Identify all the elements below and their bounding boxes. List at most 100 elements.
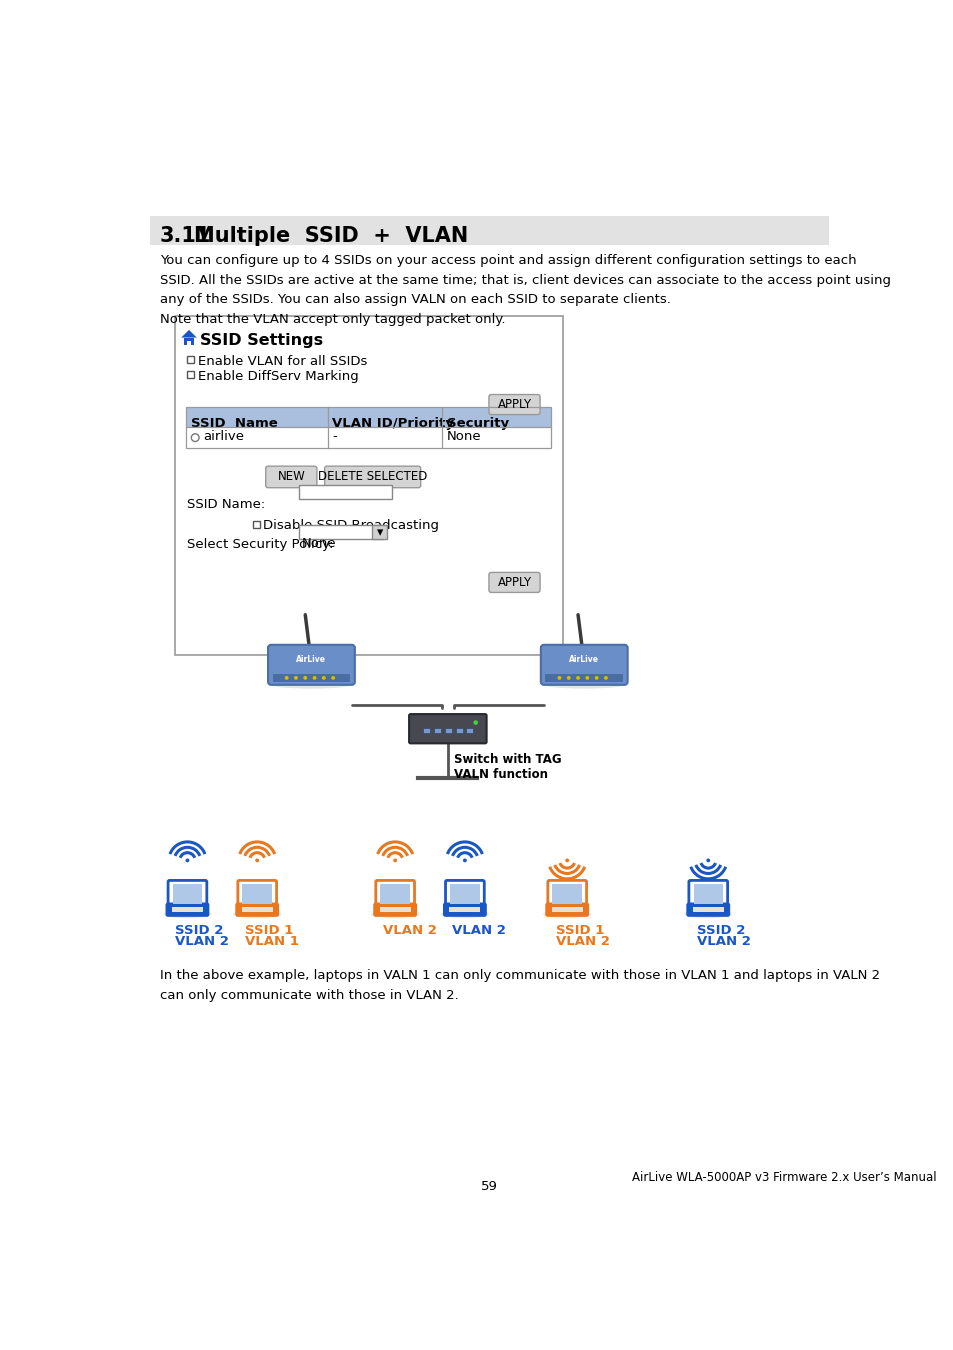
Text: -: - bbox=[332, 429, 336, 443]
FancyBboxPatch shape bbox=[236, 904, 277, 915]
Circle shape bbox=[192, 433, 199, 441]
Text: VLAN ID/Priority: VLAN ID/Priority bbox=[332, 417, 454, 429]
Text: Enable DiffServ Marking: Enable DiffServ Marking bbox=[198, 370, 358, 383]
Circle shape bbox=[185, 859, 190, 863]
Circle shape bbox=[313, 676, 316, 680]
Circle shape bbox=[585, 676, 589, 680]
FancyBboxPatch shape bbox=[168, 880, 207, 909]
Text: AirLive: AirLive bbox=[296, 655, 326, 664]
Circle shape bbox=[576, 676, 579, 680]
FancyBboxPatch shape bbox=[547, 880, 586, 909]
Text: 3.11: 3.11 bbox=[159, 225, 211, 246]
Text: VLAN 2: VLAN 2 bbox=[697, 936, 751, 948]
Bar bbox=[693, 884, 722, 903]
Text: Switch with TAG
VALN function: Switch with TAG VALN function bbox=[454, 753, 561, 782]
Ellipse shape bbox=[163, 910, 212, 918]
Text: APPLY: APPLY bbox=[497, 398, 531, 410]
Bar bbox=[434, 728, 440, 733]
Bar bbox=[187, 356, 194, 363]
Text: ▾: ▾ bbox=[376, 526, 382, 539]
FancyBboxPatch shape bbox=[445, 880, 484, 909]
Text: SSID 2: SSID 2 bbox=[697, 923, 745, 937]
FancyBboxPatch shape bbox=[488, 394, 539, 414]
FancyBboxPatch shape bbox=[488, 572, 539, 593]
Text: AirLive WLA-5000AP v3 Firmware 2.x User’s Manual: AirLive WLA-5000AP v3 Firmware 2.x User’… bbox=[631, 1170, 936, 1184]
Text: In the above example, laptops in VALN 1 can only communicate with those in VLAN : In the above example, laptops in VALN 1 … bbox=[159, 969, 879, 1003]
Bar bbox=[150, 216, 828, 246]
Circle shape bbox=[321, 676, 325, 680]
Bar bbox=[186, 406, 550, 427]
Text: SSID Name:: SSID Name: bbox=[187, 498, 266, 510]
Circle shape bbox=[255, 859, 259, 863]
FancyBboxPatch shape bbox=[375, 880, 415, 909]
FancyBboxPatch shape bbox=[687, 904, 728, 915]
Ellipse shape bbox=[683, 910, 732, 918]
FancyBboxPatch shape bbox=[540, 645, 627, 684]
Circle shape bbox=[557, 676, 560, 680]
Circle shape bbox=[603, 676, 607, 680]
Circle shape bbox=[462, 859, 466, 863]
Circle shape bbox=[473, 721, 477, 725]
Bar bbox=[545, 674, 622, 682]
FancyBboxPatch shape bbox=[268, 645, 355, 684]
Text: VLAN 2: VLAN 2 bbox=[556, 936, 610, 948]
Bar bbox=[298, 486, 392, 500]
Ellipse shape bbox=[269, 679, 354, 688]
Bar bbox=[242, 884, 272, 903]
Text: VLAN 2: VLAN 2 bbox=[452, 923, 506, 937]
Text: 59: 59 bbox=[480, 1180, 497, 1193]
Text: None: None bbox=[302, 537, 336, 549]
Bar bbox=[273, 674, 350, 682]
Bar bbox=[241, 907, 273, 913]
Text: VLAN 1: VLAN 1 bbox=[245, 936, 298, 948]
FancyBboxPatch shape bbox=[237, 880, 276, 909]
Ellipse shape bbox=[371, 910, 418, 918]
Bar bbox=[552, 884, 581, 903]
Text: DELETE SELECTED: DELETE SELECTED bbox=[317, 470, 427, 483]
Bar bbox=[466, 728, 473, 733]
Circle shape bbox=[303, 676, 307, 680]
FancyBboxPatch shape bbox=[266, 466, 316, 487]
Text: SSID 1: SSID 1 bbox=[245, 923, 293, 937]
Bar bbox=[172, 907, 203, 913]
FancyBboxPatch shape bbox=[444, 904, 485, 915]
Bar bbox=[422, 728, 430, 733]
Bar bbox=[183, 338, 194, 346]
Text: NEW: NEW bbox=[277, 470, 305, 483]
Bar bbox=[692, 907, 723, 913]
FancyBboxPatch shape bbox=[688, 880, 727, 909]
Bar bbox=[298, 525, 382, 539]
Text: SSID 2: SSID 2 bbox=[174, 923, 223, 937]
Circle shape bbox=[594, 676, 598, 680]
Circle shape bbox=[331, 676, 335, 680]
Bar bbox=[450, 884, 479, 903]
Text: Disable SSID Broadcasting: Disable SSID Broadcasting bbox=[263, 520, 439, 532]
Bar bbox=[380, 884, 410, 903]
Circle shape bbox=[705, 859, 709, 863]
Bar bbox=[172, 884, 202, 903]
Bar bbox=[187, 371, 194, 378]
FancyBboxPatch shape bbox=[546, 904, 587, 915]
Text: Select Security Policy:: Select Security Policy: bbox=[187, 537, 334, 551]
Text: None: None bbox=[447, 429, 481, 443]
Text: Enable VLAN for all SSIDs: Enable VLAN for all SSIDs bbox=[198, 355, 367, 367]
Bar bbox=[372, 525, 387, 539]
Ellipse shape bbox=[541, 679, 626, 688]
Circle shape bbox=[565, 859, 569, 863]
Text: SSID 1: SSID 1 bbox=[556, 923, 604, 937]
Text: airlive: airlive bbox=[203, 429, 244, 443]
Bar bbox=[253, 521, 259, 528]
Text: AirLive: AirLive bbox=[569, 655, 598, 664]
Circle shape bbox=[393, 859, 396, 863]
Ellipse shape bbox=[542, 910, 591, 918]
Text: Multiple  SSID  +  VLAN: Multiple SSID + VLAN bbox=[194, 225, 468, 246]
Ellipse shape bbox=[233, 910, 281, 918]
Bar bbox=[551, 907, 582, 913]
Bar bbox=[379, 907, 410, 913]
Circle shape bbox=[294, 676, 297, 680]
Text: VLAN 2: VLAN 2 bbox=[174, 936, 229, 948]
Bar bbox=[174, 316, 562, 655]
FancyBboxPatch shape bbox=[375, 904, 416, 915]
Polygon shape bbox=[181, 329, 196, 338]
Bar bbox=[449, 907, 480, 913]
